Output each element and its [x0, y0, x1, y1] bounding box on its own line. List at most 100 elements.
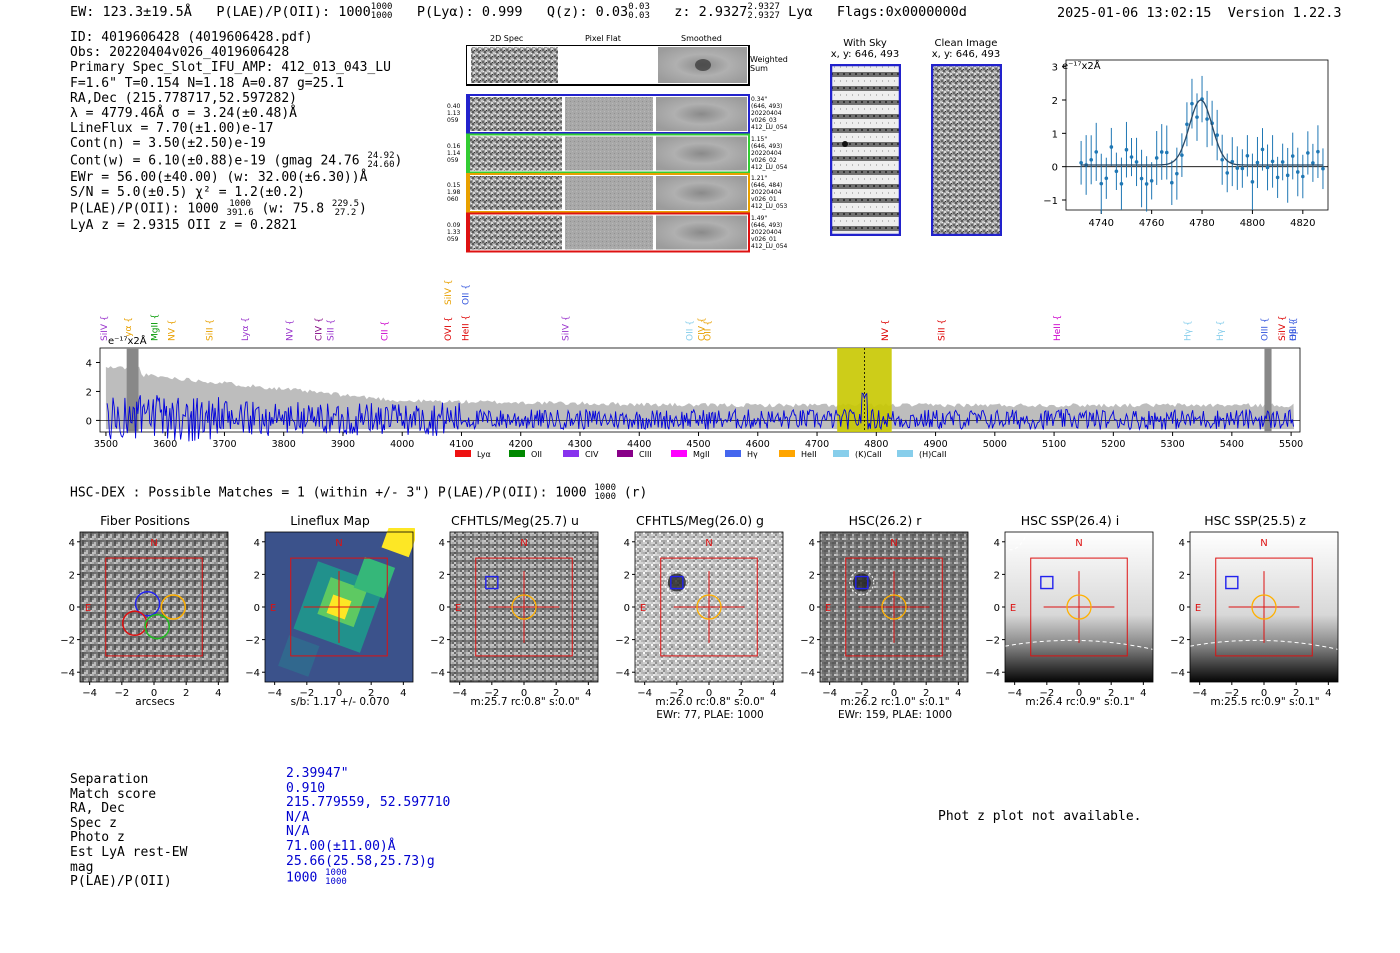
panel-match-box — [855, 575, 869, 590]
line-fit-point — [1245, 154, 1250, 158]
cutout-right-value: 20220404 — [751, 110, 782, 117]
header-qz: Q(z): 0.03 — [546, 4, 629, 20]
cutout-row-marker — [467, 214, 470, 251]
cutout-smoothed — [656, 215, 747, 250]
spectrum-line-label: Hβ { — [1289, 320, 1299, 341]
panel-target-circle — [1251, 594, 1277, 620]
cutout-col-smooth: Smoothed — [681, 34, 722, 43]
spectrum-line-label: HeII { — [462, 315, 472, 341]
spectrum-line-label: Lyα { — [124, 317, 134, 341]
header-z-line: Lyα — [788, 4, 813, 20]
info-plae-text: P(LAE)/P(OII): 1000 — [70, 201, 219, 217]
panel-search-box — [845, 557, 943, 657]
info-contw-text: Cont(w) = 6.10(±0.88)e-19 (gmag 24.76 — [70, 153, 360, 169]
line-fit-ytick-label: 1 — [1052, 129, 1058, 140]
info-fit: F=1.6" T=0.154 N=1.18 A=0.87 g=25.1 — [70, 75, 344, 91]
line-fit-point — [1220, 157, 1224, 162]
line-fit-point — [1260, 147, 1265, 152]
spectrum-line-label: SiIV { — [444, 279, 454, 305]
spectrum-flux — [106, 392, 1294, 442]
line-fit-xtick-label: 4780 — [1189, 218, 1214, 229]
line-fit-point — [1079, 160, 1083, 165]
spectrum-xtick-label: 4100 — [449, 439, 473, 450]
spectrum-mask — [126, 348, 139, 432]
table-label: mag — [70, 859, 94, 875]
info-lambda: λ = 4779.46Å σ = 3.24(±0.48)Å — [70, 106, 297, 122]
panel-match-box — [670, 575, 684, 590]
spectrum-ytick-label: 2 — [86, 387, 92, 398]
line-fit-point — [1190, 101, 1194, 106]
panel-title: Lineflux Map — [290, 513, 370, 528]
line-fit-point — [1225, 171, 1230, 175]
cutout-pixel-flat — [565, 97, 653, 131]
cutout-pixel-flat — [565, 176, 653, 210]
panel-title: CFHTLS/Meg(26.0) g — [636, 513, 764, 528]
cutout-right-value: 0.34" — [751, 96, 768, 103]
spectrum-legend-swatch — [563, 450, 579, 457]
info-plae-hi: 1000 — [229, 199, 251, 210]
panel-ytick-label: −2 — [1170, 636, 1185, 647]
header-timestamp: 2025-01-06 13:02:15 — [1057, 5, 1212, 21]
panel-ytick-label: 0 — [439, 603, 445, 614]
table-value: 215.779559, 52.597710 — [286, 795, 451, 811]
panel-xtick-label: 4 — [215, 688, 221, 699]
cutout-left-value: 0.09 — [447, 221, 461, 229]
panel-ytick-label: −4 — [615, 668, 630, 679]
line-fit-point — [1104, 176, 1109, 181]
line-fit-point — [1265, 165, 1270, 170]
panel-image: N E 4 2 0 −2 −4 −4 −2 0 2 4 — [800, 531, 969, 699]
spectrum-xtick-label: 4800 — [864, 439, 888, 450]
spectrum-line-label: HeII { — [1053, 315, 1063, 341]
cutout-right-value: 1.49" — [751, 214, 768, 222]
line-fit-point — [1240, 166, 1245, 171]
panel-east-label: E — [825, 603, 831, 614]
line-fit-point — [1124, 147, 1129, 152]
spectrum-xtick-label: 5300 — [1160, 439, 1184, 450]
panel-north-label: N — [1260, 538, 1267, 549]
spectrum-line-label: NV { — [881, 320, 891, 341]
header-flags: Flags:0x0000000d — [836, 4, 967, 20]
panel-caption: m:26.2 rc:1.0" s:0.1" EWr: 159, PLAE: 100… — [820, 696, 970, 722]
cutout-left-value: 1.14 — [447, 149, 461, 157]
cutout-grid — [466, 45, 750, 253]
panel-title: CFHTLS/Meg(25.7) u — [451, 513, 579, 528]
header-plya: P(Lyα): 0.999 — [416, 4, 523, 20]
table-label: Match score — [70, 786, 157, 802]
panel-ytick-label: 4 — [624, 538, 630, 549]
spectrum-legend-label: (H)CaII — [919, 450, 946, 459]
spectrum-xtick-label: 4600 — [746, 439, 770, 450]
panel-mask-edge — [1004, 531, 1028, 551]
header-plae-lo: 1000 — [370, 11, 393, 21]
panel-ytick-label: 4 — [1179, 538, 1185, 549]
panel-ytick-label: −2 — [615, 636, 630, 647]
panel-ytick-label: 2 — [624, 570, 630, 581]
line-fit-point — [1311, 161, 1315, 165]
table-label: RA, Dec — [70, 801, 125, 817]
panel-xtick-label: −2 — [114, 688, 129, 699]
panel-xtick-label: 2 — [1108, 688, 1114, 699]
weighted-sum-blob — [695, 59, 711, 71]
line-fit-point — [1144, 182, 1149, 186]
info-z: LyA z = 2.9315 OII z = 0.2821 — [70, 218, 297, 234]
table-value-plae: 1000 1000 1000 — [286, 869, 450, 887]
panel-xtick-label: −2 — [1224, 688, 1239, 699]
header-ew: EW: 123.3±19.5Å — [70, 4, 192, 20]
matches-text: HSC-DEX : Possible Matches = 1 (within +… — [70, 485, 587, 501]
cutout-right-value: (646, 484) — [751, 182, 783, 189]
panel-image: N E 4 2 0 −2 −4 −4 −2 0 2 4 — [1170, 531, 1339, 699]
table-value: N/A — [286, 809, 310, 825]
cutout-right-value: (646, 493) — [751, 142, 783, 150]
spectrum-legend-label: CIII — [639, 450, 652, 459]
panel-image: N E 4 2 0 −2 −4 −4 −2 0 2 4 — [430, 531, 599, 699]
panel-ytick-label: −2 — [430, 636, 445, 647]
panel-caption: m:25.5 rc:0.9" s:0.1" — [1190, 696, 1340, 709]
panel-ytick-label: 2 — [439, 570, 445, 581]
line-fit-point — [1180, 153, 1184, 157]
panel-ytick-label: −4 — [1170, 668, 1185, 679]
cutout-right-value: 20220404 — [751, 149, 782, 157]
info-sn: S/N = 5.0(±0.5) χ² = 1.2(±0.2) — [70, 184, 305, 200]
panel-xtick-label: 2 — [738, 688, 744, 699]
table-label: Photo z — [70, 830, 125, 846]
panel-mask-edge — [1004, 639, 1154, 650]
line-fit-point — [1270, 159, 1275, 164]
